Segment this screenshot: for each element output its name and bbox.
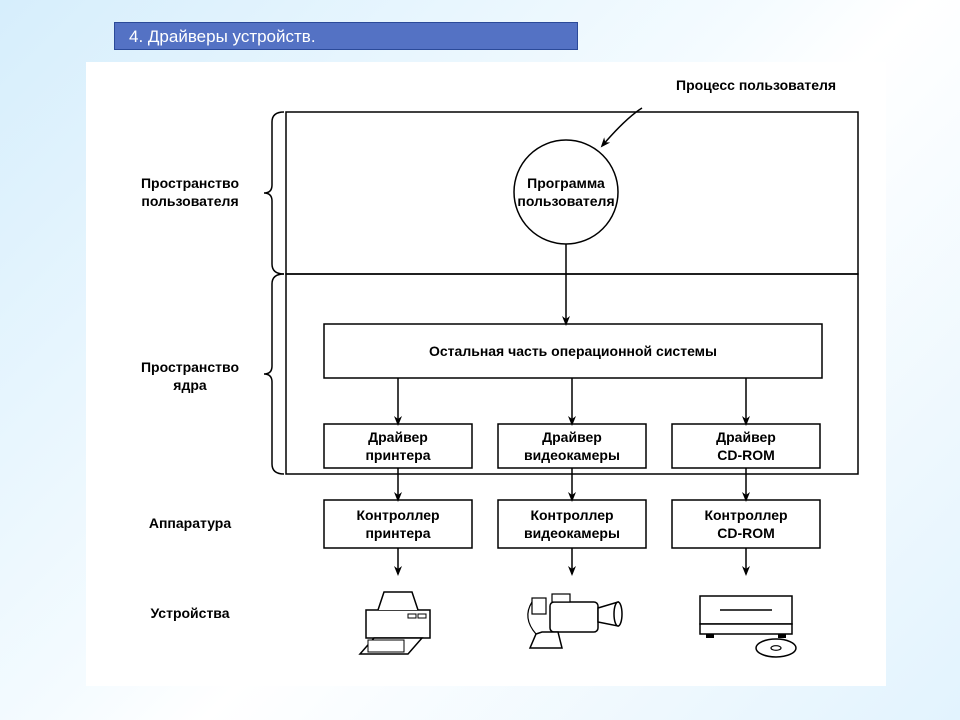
- svg-text:принтера: принтера: [365, 525, 430, 541]
- camera-icon: [528, 594, 622, 648]
- printer-icon: [360, 592, 430, 654]
- svg-text:Драйвер: Драйвер: [716, 429, 776, 445]
- cdrom-icon: [700, 596, 796, 657]
- diagram-svg: Процесс пользователя Программа пользовател…: [86, 62, 886, 686]
- svg-text:видеокамеры: видеокамеры: [524, 525, 620, 541]
- title-bar: 4. Драйверы устройств.: [114, 22, 578, 50]
- svg-text:Устройства: Устройства: [150, 605, 229, 621]
- svg-text:Аппаратура: Аппаратура: [149, 515, 232, 531]
- svg-text:Пространство: Пространство: [141, 175, 239, 191]
- user-program-circle: [514, 140, 618, 244]
- svg-text:CD-ROM: CD-ROM: [717, 525, 775, 541]
- svg-text:Процесс пользователя: Процесс пользователя: [676, 77, 836, 93]
- svg-text:ядра: ядра: [173, 377, 207, 393]
- svg-text:Программа: Программа: [527, 175, 605, 191]
- slide: 4. Драйверы устройств. Процесс пользоват…: [0, 0, 960, 720]
- svg-text:Контроллер: Контроллер: [704, 507, 787, 523]
- svg-text:Драйвер: Драйвер: [542, 429, 602, 445]
- svg-text:Остальная часть операционной с: Остальная часть операционной системы: [429, 343, 717, 359]
- svg-text:видеокамеры: видеокамеры: [524, 447, 620, 463]
- svg-text:Драйвер: Драйвер: [368, 429, 428, 445]
- svg-text:пользователя: пользователя: [517, 193, 614, 209]
- svg-text:пользователя: пользователя: [141, 193, 238, 209]
- svg-text:CD-ROM: CD-ROM: [717, 447, 775, 463]
- svg-text:принтера: принтера: [365, 447, 430, 463]
- title-text: 4. Драйверы устройств.: [129, 27, 316, 46]
- svg-text:Контроллер: Контроллер: [530, 507, 613, 523]
- svg-text:Пространство: Пространство: [141, 359, 239, 375]
- diagram-panel: Процесс пользователя Программа пользовател…: [86, 62, 886, 686]
- svg-text:Контроллер: Контроллер: [356, 507, 439, 523]
